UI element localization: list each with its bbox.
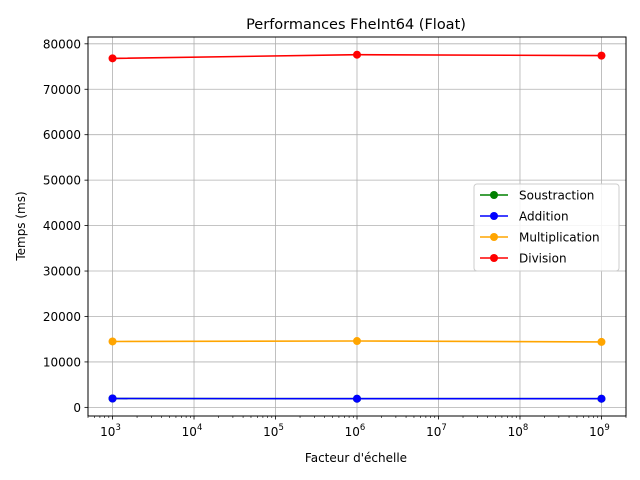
chart-title: Performances FheInt64 (Float) bbox=[246, 17, 466, 33]
y-tick-label: 10000 bbox=[43, 355, 81, 369]
y-tick-label: 20000 bbox=[43, 310, 81, 324]
data-point bbox=[597, 394, 606, 403]
legend-swatch-marker bbox=[490, 191, 498, 199]
y-tick-label: 80000 bbox=[43, 37, 81, 51]
y-tick-label: 40000 bbox=[43, 219, 81, 233]
legend-label: Division bbox=[519, 252, 567, 266]
series-layer bbox=[108, 50, 606, 403]
legend-swatch-marker bbox=[490, 212, 498, 220]
data-point bbox=[108, 54, 117, 63]
data-point bbox=[108, 394, 117, 403]
legend-label: Soustraction bbox=[519, 189, 594, 203]
data-point bbox=[353, 394, 361, 403]
data-point bbox=[353, 50, 361, 59]
legend-label: Multiplication bbox=[519, 231, 600, 245]
data-point bbox=[353, 337, 361, 346]
x-tick-label: 108 bbox=[508, 423, 529, 439]
x-tick-label: 107 bbox=[426, 423, 447, 439]
legend-item: Division bbox=[480, 252, 567, 266]
series-division bbox=[108, 50, 606, 63]
data-point bbox=[597, 51, 606, 60]
series-addition bbox=[108, 394, 606, 403]
y-tick-label: 50000 bbox=[43, 174, 81, 188]
y-tick-label: 0 bbox=[73, 401, 81, 415]
x-tick-label: 109 bbox=[589, 423, 610, 439]
legend-box bbox=[473, 183, 620, 272]
legend-swatch-marker bbox=[490, 254, 498, 262]
y-tick-label: 60000 bbox=[43, 128, 81, 142]
x-tick-label: 103 bbox=[100, 423, 121, 439]
legend-item: Multiplication bbox=[480, 231, 600, 245]
y-tick-label: 70000 bbox=[43, 83, 81, 97]
x-tick-label: 104 bbox=[182, 423, 203, 439]
y-axis-ticks: 0 10000 20000 30000 40000 50000 60000 70000 8000… bbox=[43, 37, 88, 415]
legend-swatch-marker bbox=[490, 233, 498, 241]
legend: Soustraction Addition Multiplication Divisi… bbox=[473, 183, 620, 272]
x-axis-ticks: 103 104 105 106 107 108 109 bbox=[87, 416, 627, 439]
y-axis-label: Temps (ms) bbox=[14, 191, 28, 261]
series-multiplication bbox=[108, 337, 606, 346]
legend-label: Addition bbox=[519, 210, 569, 224]
data-point bbox=[597, 337, 606, 346]
legend-item: Soustraction bbox=[480, 189, 594, 203]
x-axis-label: Facteur d'échelle bbox=[305, 451, 407, 465]
legend-item: Addition bbox=[480, 210, 569, 224]
x-tick-label: 105 bbox=[263, 423, 284, 439]
x-tick-label: 106 bbox=[345, 423, 366, 439]
y-tick-label: 30000 bbox=[43, 265, 81, 279]
data-point bbox=[108, 337, 117, 346]
